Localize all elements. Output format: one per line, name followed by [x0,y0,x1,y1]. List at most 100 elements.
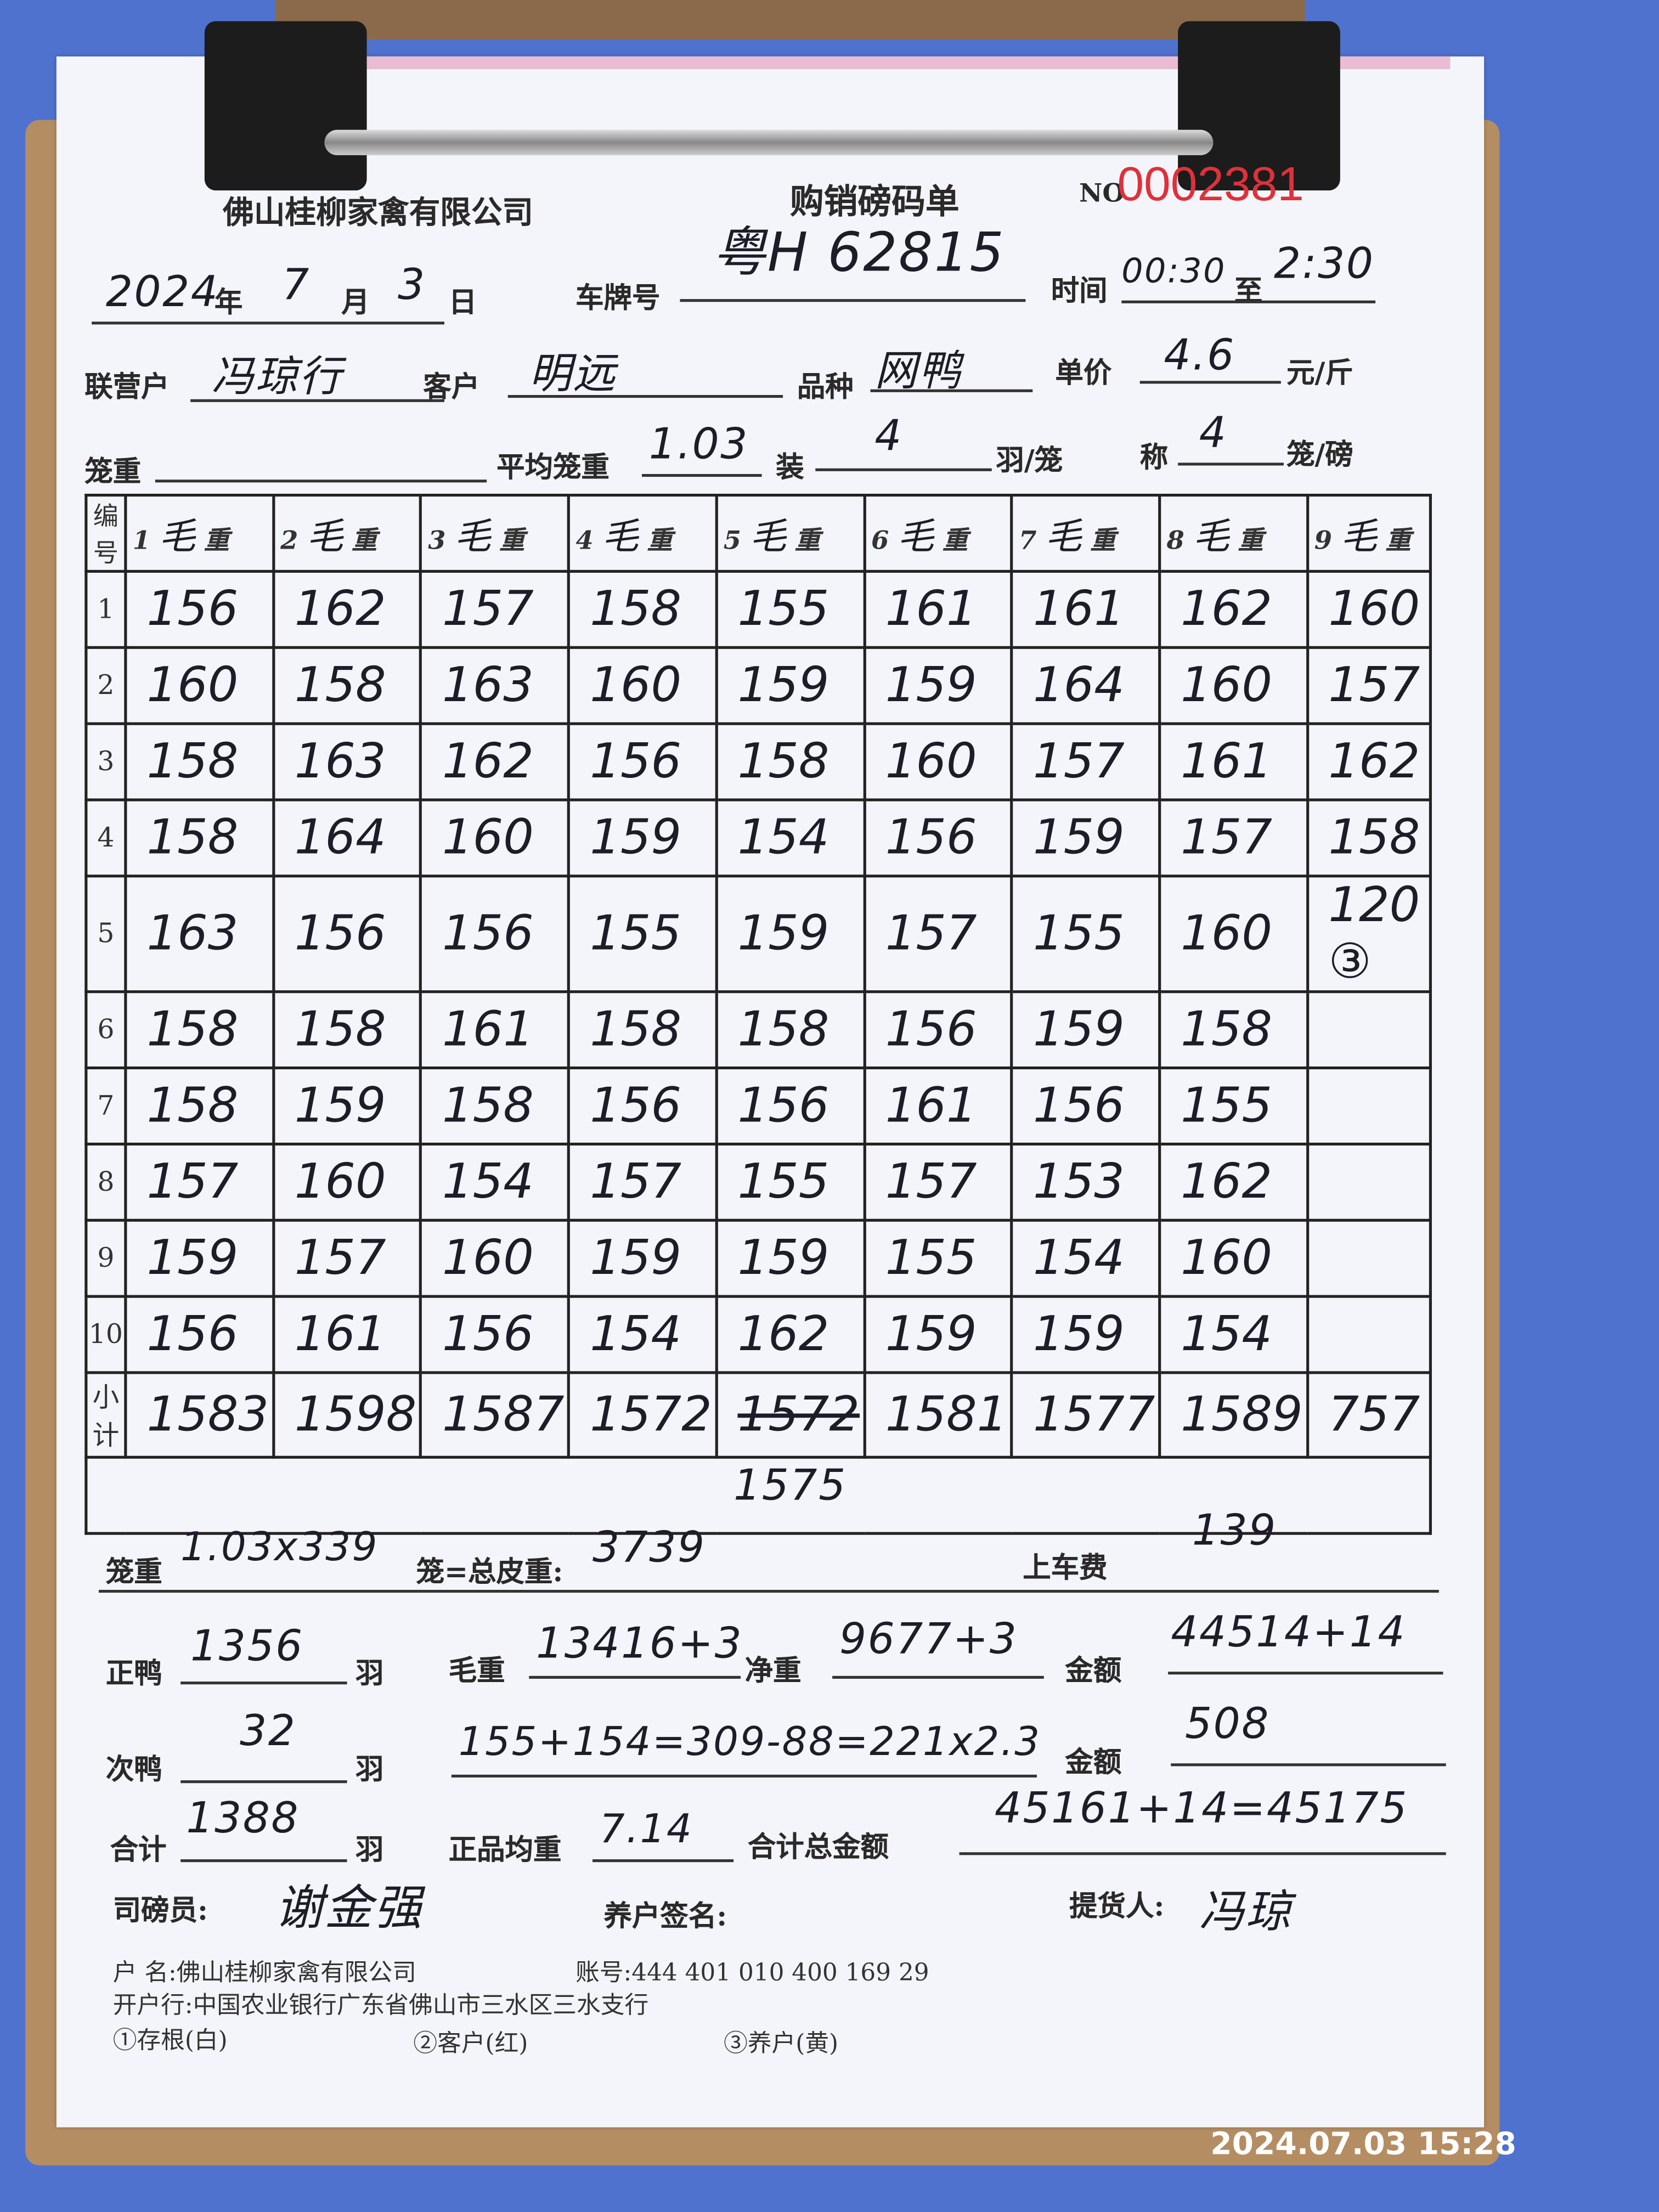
month-label: 月 [341,285,370,319]
column-number: 2 [280,525,298,555]
table-row: 4 158 164 160 159 154 156 159 157 158 [84,798,1432,878]
amount-label: 金额 [1065,1653,1122,1688]
clipboard-top [275,0,1305,40]
weight-cell: 162 [1158,1142,1309,1222]
table-row: 6 158 158 161 158 158 156 159 158 [84,990,1432,1070]
day-label: 日 [448,285,477,319]
weight-cell: 154 [1158,1295,1309,1374]
weight-cell: 159 [1010,798,1161,878]
grand-total-underline [959,1852,1446,1855]
weight-cell: 156 [124,569,275,649]
weight-cell: 160 [419,798,571,878]
cage-label: 笼重 [105,1554,162,1589]
column-handwritten: 毛 [159,515,196,558]
column-handwritten: 毛 [306,515,343,558]
subtotal-cell: 1583 [124,1371,275,1459]
weight-cell: 157 [1306,646,1432,725]
column-weight-label: 重 [352,525,377,555]
weight-cell: 158 [1306,798,1432,878]
good-duck-unit: 羽 [355,1656,384,1690]
amount-underline [1168,1672,1443,1675]
price-underline [1139,381,1281,384]
load-underline [815,468,992,471]
weight-cell: 155 [715,1142,866,1222]
weight-cell: 159 [715,874,866,994]
weight-cell: 155 [567,874,718,994]
variety-underline [870,389,1033,392]
weight-cell [1306,1066,1432,1146]
pickup-label: 提货人: [1069,1889,1165,1923]
weight-cell: 156 [1010,1066,1161,1146]
weight-cell: 159 [567,798,718,878]
weigher-signature: 谢金强 [275,1880,424,1937]
column-handwritten: 毛 [1340,515,1378,558]
correction-row: 1575 [84,1455,1432,1535]
weight-cell: 160 [1158,646,1309,725]
column-number: 9 [1314,525,1332,555]
weight-cell: 154 [419,1142,571,1222]
subtotal-cell: 1572 [715,1371,866,1459]
net-label: 净重 [744,1653,802,1688]
table-row: 8 157 160 154 157 155 157 153 162 [84,1142,1432,1222]
weight-cell: 154 [567,1295,718,1374]
weight-cell: 157 [124,1142,275,1222]
table-row: 9 159 157 160 159 159 155 154 160 [84,1218,1432,1298]
weight-cell: 158 [419,1066,571,1146]
weight-cell: 158 [567,569,718,649]
second-calc-underline [451,1774,1037,1778]
copy-stub: ①存根(白) [112,2027,228,2056]
weight-cell: 156 [124,1295,275,1374]
weight-cell: 161 [272,1295,423,1374]
carbon-edge [282,56,1451,69]
plate-underline [680,299,1026,302]
weight-cell: 156 [715,1066,866,1146]
second-duck-unit: 羽 [355,1752,384,1786]
column-handwritten: 毛 [454,515,491,558]
weight-cell: 159 [124,1218,275,1298]
price-unit: 元/斤 [1286,355,1353,390]
cage-calc: 1.03x339 [180,1523,379,1570]
weight-cell: 156 [862,798,1013,878]
column-weight-label: 重 [1238,525,1263,555]
total-label: 合计 [110,1832,167,1866]
weight-cell: 161 [419,990,571,1070]
weight-cell: 158 [567,990,718,1070]
weight-cell: 164 [272,798,423,878]
variety-value: 网鸭 [874,347,962,397]
weight-cell: 157 [862,1142,1013,1222]
weight-cell: 162 [1158,569,1309,649]
table-row: 5 163 156 156 155 159 157 155 160 120 ③ [84,874,1432,994]
subtotal-label: 小计 [84,1371,127,1459]
grand-total-label: 合计总金额 [747,1830,889,1864]
column-number: 4 [575,525,594,555]
year-label: 年 [214,285,243,319]
time-to: 2:30 [1273,240,1375,290]
weight-cell: 156 [419,874,571,994]
row-index: 8 [84,1142,127,1222]
summary-line-1 [98,1589,1439,1593]
second-duck-underline [180,1780,347,1784]
weight-cell [1306,1142,1432,1222]
total-value: 1388 [186,1794,300,1844]
weight-cell: 154 [715,798,866,878]
weight-cell: 157 [419,569,571,649]
total-underline [180,1859,347,1863]
weight-cell: 160 [419,1218,571,1298]
column-number: 7 [1019,525,1037,555]
weigh-underline [1178,462,1284,466]
weight-cell: 159 [1010,1295,1161,1374]
avg-cage-underline [641,473,762,477]
weight-cell: 157 [1010,722,1161,802]
weigh-unit: 笼/磅 [1286,437,1353,471]
column-handwritten: 毛 [1193,515,1230,558]
column-number: 5 [723,525,741,555]
weight-cell: 161 [862,569,1013,649]
row-index: 6 [84,990,127,1070]
gross-value: 13416+3 [536,1619,743,1669]
row-index: 7 [84,1066,127,1146]
weight-cell: 160 [1158,874,1309,994]
copy-farmer: ③养户(黄) [724,2030,839,2058]
price-value: 4.6 [1164,331,1235,381]
